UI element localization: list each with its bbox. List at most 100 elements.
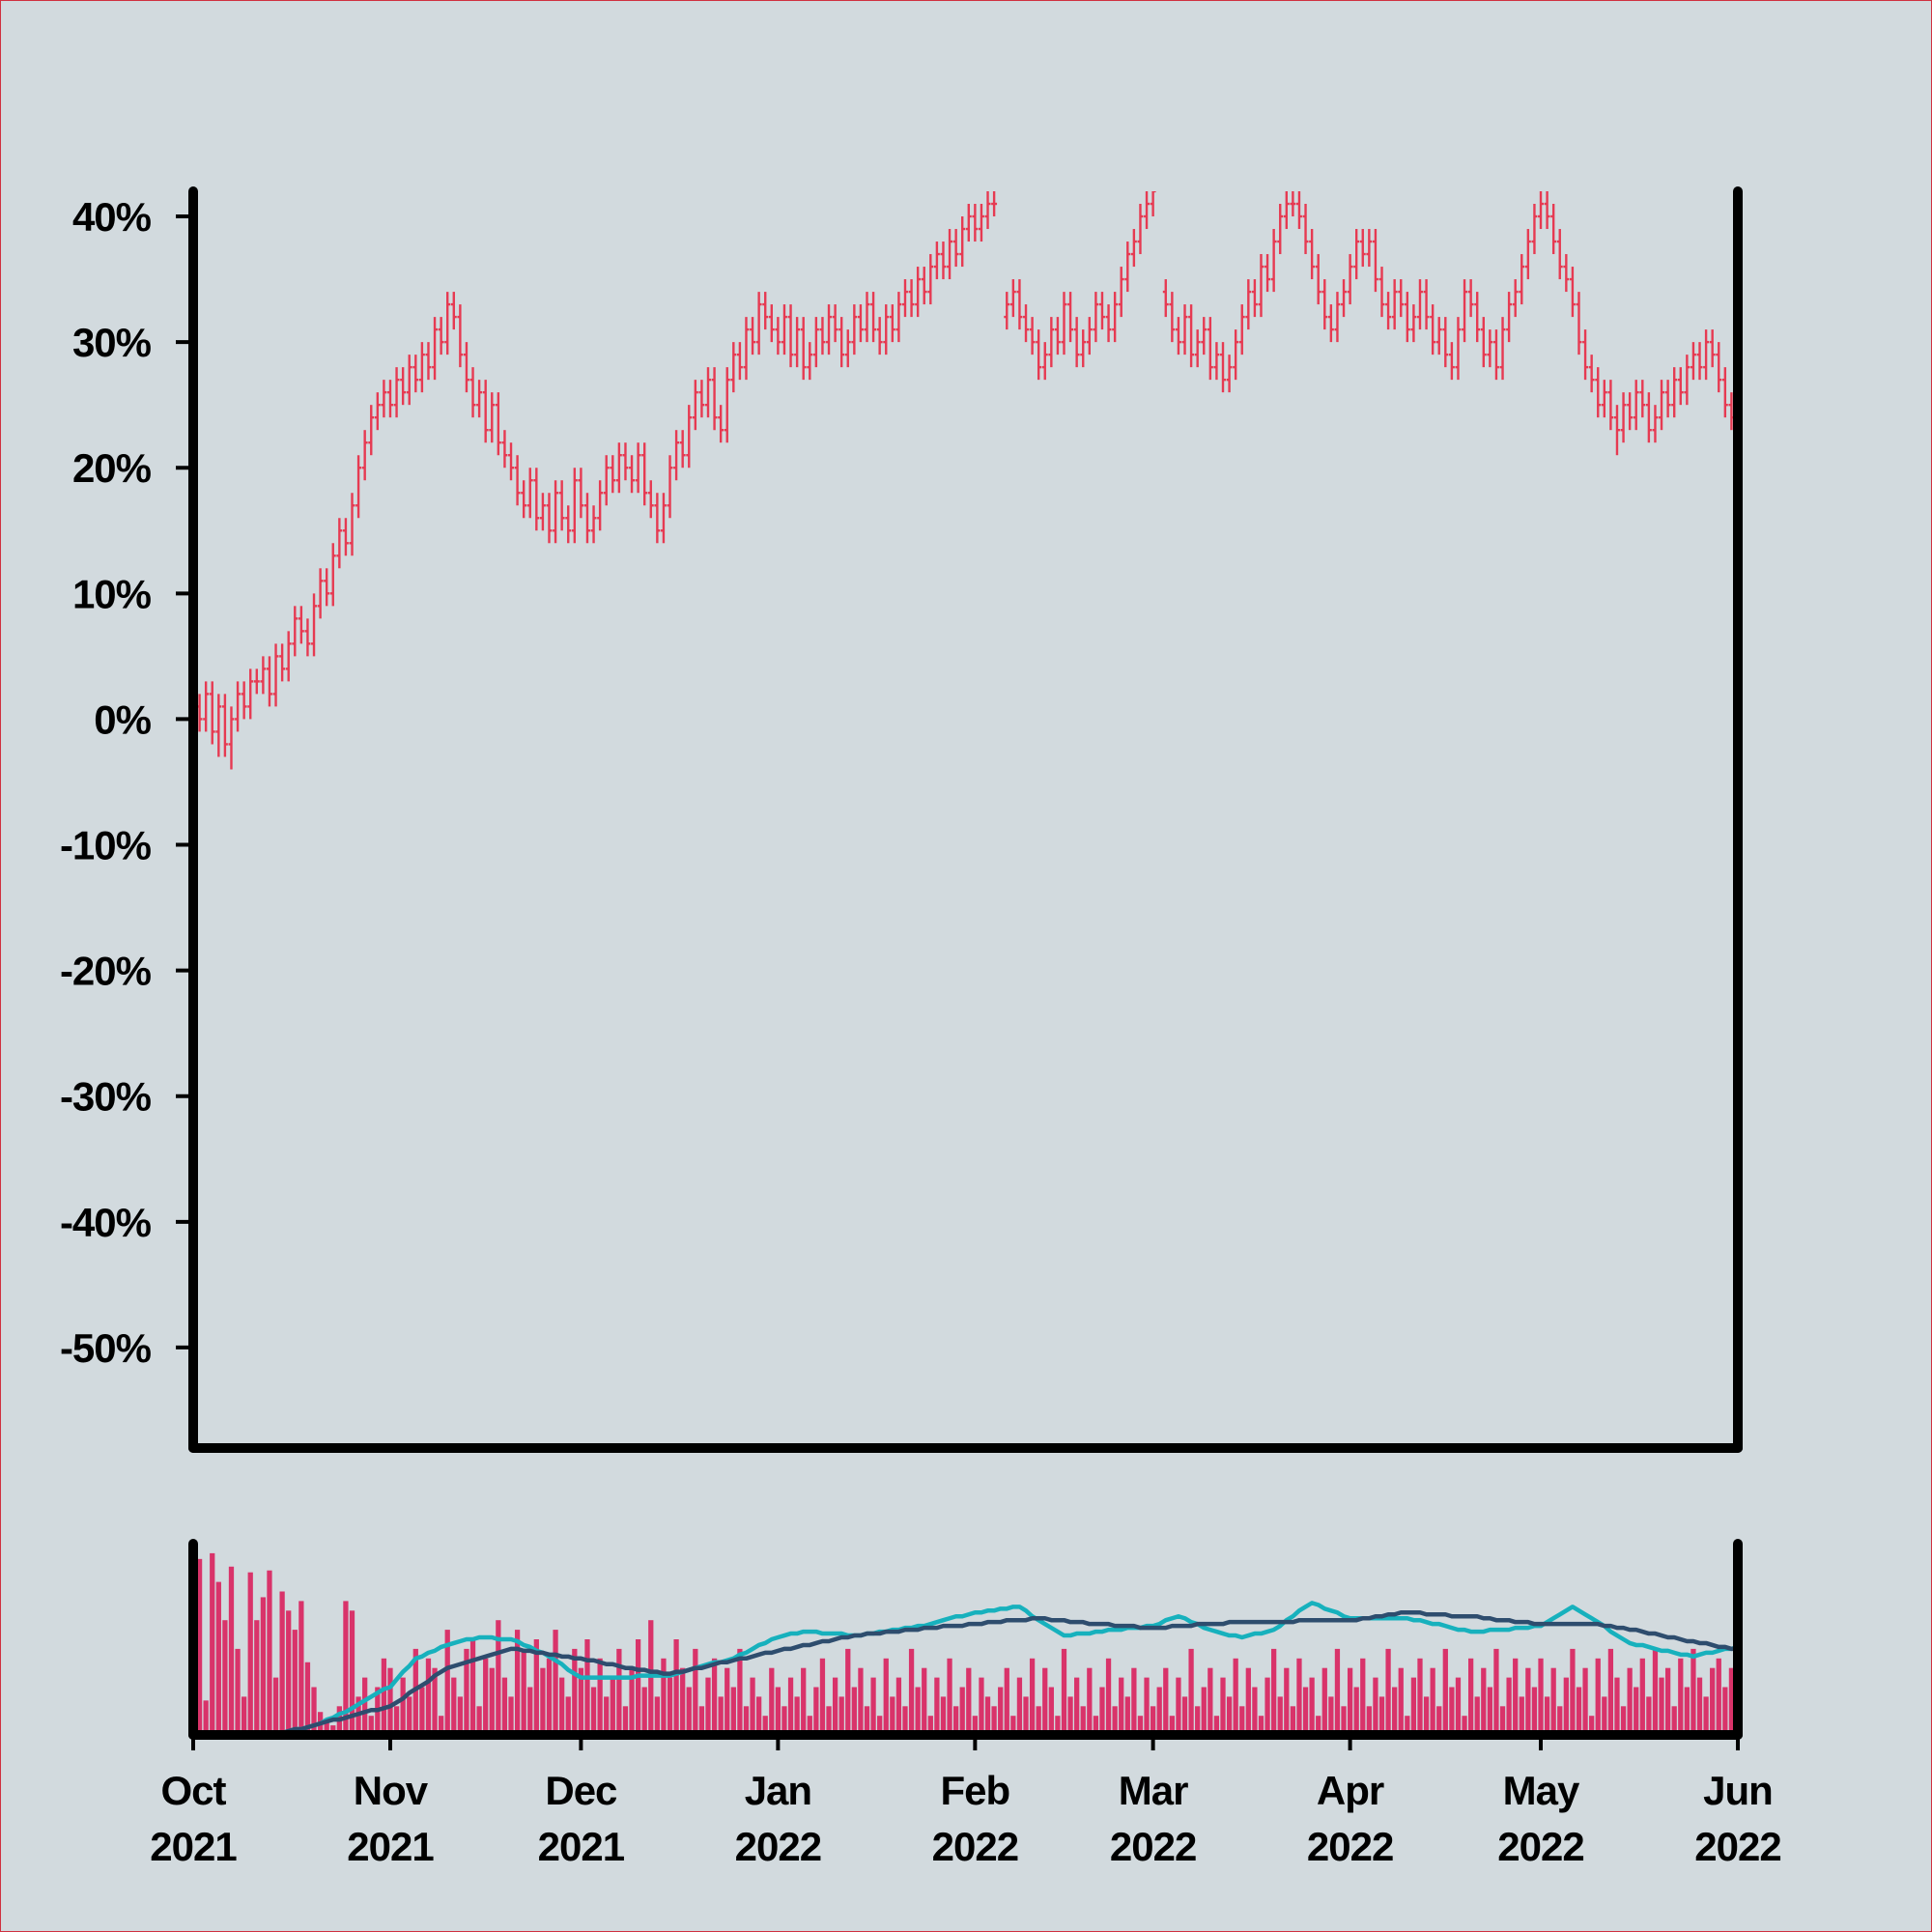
volume-bar bbox=[851, 1687, 857, 1735]
volume-bar bbox=[419, 1687, 425, 1735]
volume-bar bbox=[1487, 1687, 1493, 1735]
volume-bar bbox=[1067, 1696, 1073, 1735]
volume-bar bbox=[1220, 1677, 1226, 1735]
volume-bar bbox=[1233, 1658, 1238, 1735]
volume-bar bbox=[927, 1716, 933, 1735]
volume-bar bbox=[877, 1716, 883, 1735]
x-tick-label-line: Mar bbox=[1119, 1768, 1188, 1813]
volume-bar bbox=[1385, 1648, 1391, 1735]
volume-bar bbox=[469, 1639, 476, 1735]
volume-bar bbox=[629, 1667, 635, 1735]
volume-bar bbox=[1213, 1716, 1220, 1735]
volume-bar bbox=[1112, 1706, 1118, 1735]
y-tick-label: 30% bbox=[72, 320, 152, 365]
ohlc-bars bbox=[193, 191, 1735, 770]
volume-bar bbox=[1016, 1677, 1023, 1735]
volume-bar bbox=[1690, 1648, 1696, 1735]
volume-bar bbox=[1728, 1667, 1735, 1735]
volume-bar bbox=[737, 1648, 743, 1735]
volume-bar bbox=[464, 1648, 469, 1735]
volume-bar bbox=[730, 1687, 736, 1735]
volume-bar bbox=[1290, 1706, 1296, 1735]
volume-bar bbox=[1602, 1696, 1607, 1735]
x-tick-label-line: 2022 bbox=[1694, 1824, 1780, 1869]
volume-bar bbox=[565, 1696, 571, 1735]
volume-bar bbox=[444, 1630, 450, 1735]
x-tick-label: Jun 2022 bbox=[1694, 1768, 1780, 1869]
y-tick-label: -20% bbox=[60, 949, 152, 994]
volume-bar bbox=[1029, 1658, 1036, 1735]
x-tick-label-line: Jan bbox=[745, 1768, 811, 1813]
volume-bar bbox=[1093, 1716, 1099, 1735]
x-tick-label: Nov 2021 bbox=[347, 1768, 434, 1869]
volume-bar bbox=[590, 1687, 597, 1735]
volume-bar bbox=[1264, 1677, 1270, 1735]
volume-bar bbox=[979, 1677, 984, 1735]
volume-bar bbox=[686, 1687, 692, 1735]
volume-bar bbox=[635, 1639, 641, 1735]
moving-average-line bbox=[274, 1601, 1739, 1738]
volume-bar bbox=[1080, 1706, 1086, 1735]
volume-bar bbox=[991, 1706, 997, 1735]
volume-bar bbox=[693, 1648, 698, 1735]
volume-bar bbox=[521, 1648, 526, 1735]
y-tick-label: 10% bbox=[72, 571, 152, 616]
volume-bar bbox=[1004, 1667, 1009, 1735]
volume-bar bbox=[743, 1706, 750, 1735]
x-tick-label: Apr 2022 bbox=[1307, 1768, 1393, 1869]
volume-bar bbox=[1696, 1677, 1703, 1735]
volume-bar bbox=[527, 1687, 533, 1735]
x-tick-label: May 2022 bbox=[1497, 1768, 1583, 1869]
volume-bar bbox=[1048, 1687, 1054, 1735]
volume-bar bbox=[1277, 1696, 1283, 1735]
volume-bar bbox=[673, 1639, 679, 1735]
volume-bar bbox=[870, 1677, 876, 1735]
volume-bar bbox=[1493, 1648, 1499, 1735]
volume-bar bbox=[584, 1639, 590, 1735]
volume-bar bbox=[769, 1667, 775, 1735]
volume-bar bbox=[1513, 1658, 1519, 1735]
x-tick-label-line: Feb bbox=[941, 1768, 1010, 1813]
volume-bar bbox=[1360, 1658, 1366, 1735]
volume-bar bbox=[457, 1696, 464, 1735]
x-tick-label-line: May bbox=[1503, 1768, 1580, 1813]
volume-bar bbox=[540, 1667, 546, 1735]
volume-bar bbox=[1563, 1677, 1569, 1735]
volume-bar bbox=[1373, 1677, 1378, 1735]
volume-bar bbox=[514, 1630, 521, 1735]
volume-bar bbox=[1405, 1716, 1410, 1735]
volume-bar bbox=[1589, 1716, 1595, 1735]
volume-bar bbox=[1271, 1648, 1277, 1735]
volume-bar bbox=[1436, 1706, 1442, 1735]
volume-bar bbox=[298, 1601, 304, 1735]
volume-bar bbox=[1570, 1648, 1576, 1735]
volume-bar bbox=[1499, 1706, 1506, 1735]
volume-bar bbox=[1239, 1706, 1245, 1735]
x-tick-label-line: 2021 bbox=[150, 1824, 237, 1869]
volume-bar bbox=[1467, 1658, 1474, 1735]
volume-bar bbox=[775, 1687, 781, 1735]
y-tick-label: -30% bbox=[60, 1074, 152, 1120]
volume-bar bbox=[1099, 1687, 1105, 1735]
volume-bar bbox=[1614, 1677, 1620, 1735]
volume-bar bbox=[622, 1706, 629, 1735]
volume-bar bbox=[984, 1696, 991, 1735]
volume-bar bbox=[451, 1677, 457, 1735]
volume-bar bbox=[1576, 1687, 1582, 1735]
x-tick-label-line: Dec bbox=[545, 1768, 617, 1813]
volume-bar bbox=[533, 1639, 539, 1735]
volume-bar bbox=[1150, 1706, 1156, 1735]
y-tick-label: 0% bbox=[94, 696, 151, 742]
volume-bar bbox=[483, 1658, 489, 1735]
volume-bar bbox=[864, 1706, 870, 1735]
volume-bar bbox=[1036, 1706, 1041, 1735]
volume-bar bbox=[1201, 1687, 1207, 1735]
y-tick-label: -10% bbox=[60, 823, 152, 868]
volume-bar bbox=[667, 1677, 673, 1735]
volume-bar bbox=[553, 1630, 558, 1735]
x-tick-label-line: Nov bbox=[354, 1768, 429, 1813]
volume-bar bbox=[1519, 1696, 1524, 1735]
volume-bar bbox=[1316, 1716, 1321, 1735]
volume-bar bbox=[242, 1696, 247, 1735]
volume-bar bbox=[1042, 1667, 1048, 1735]
